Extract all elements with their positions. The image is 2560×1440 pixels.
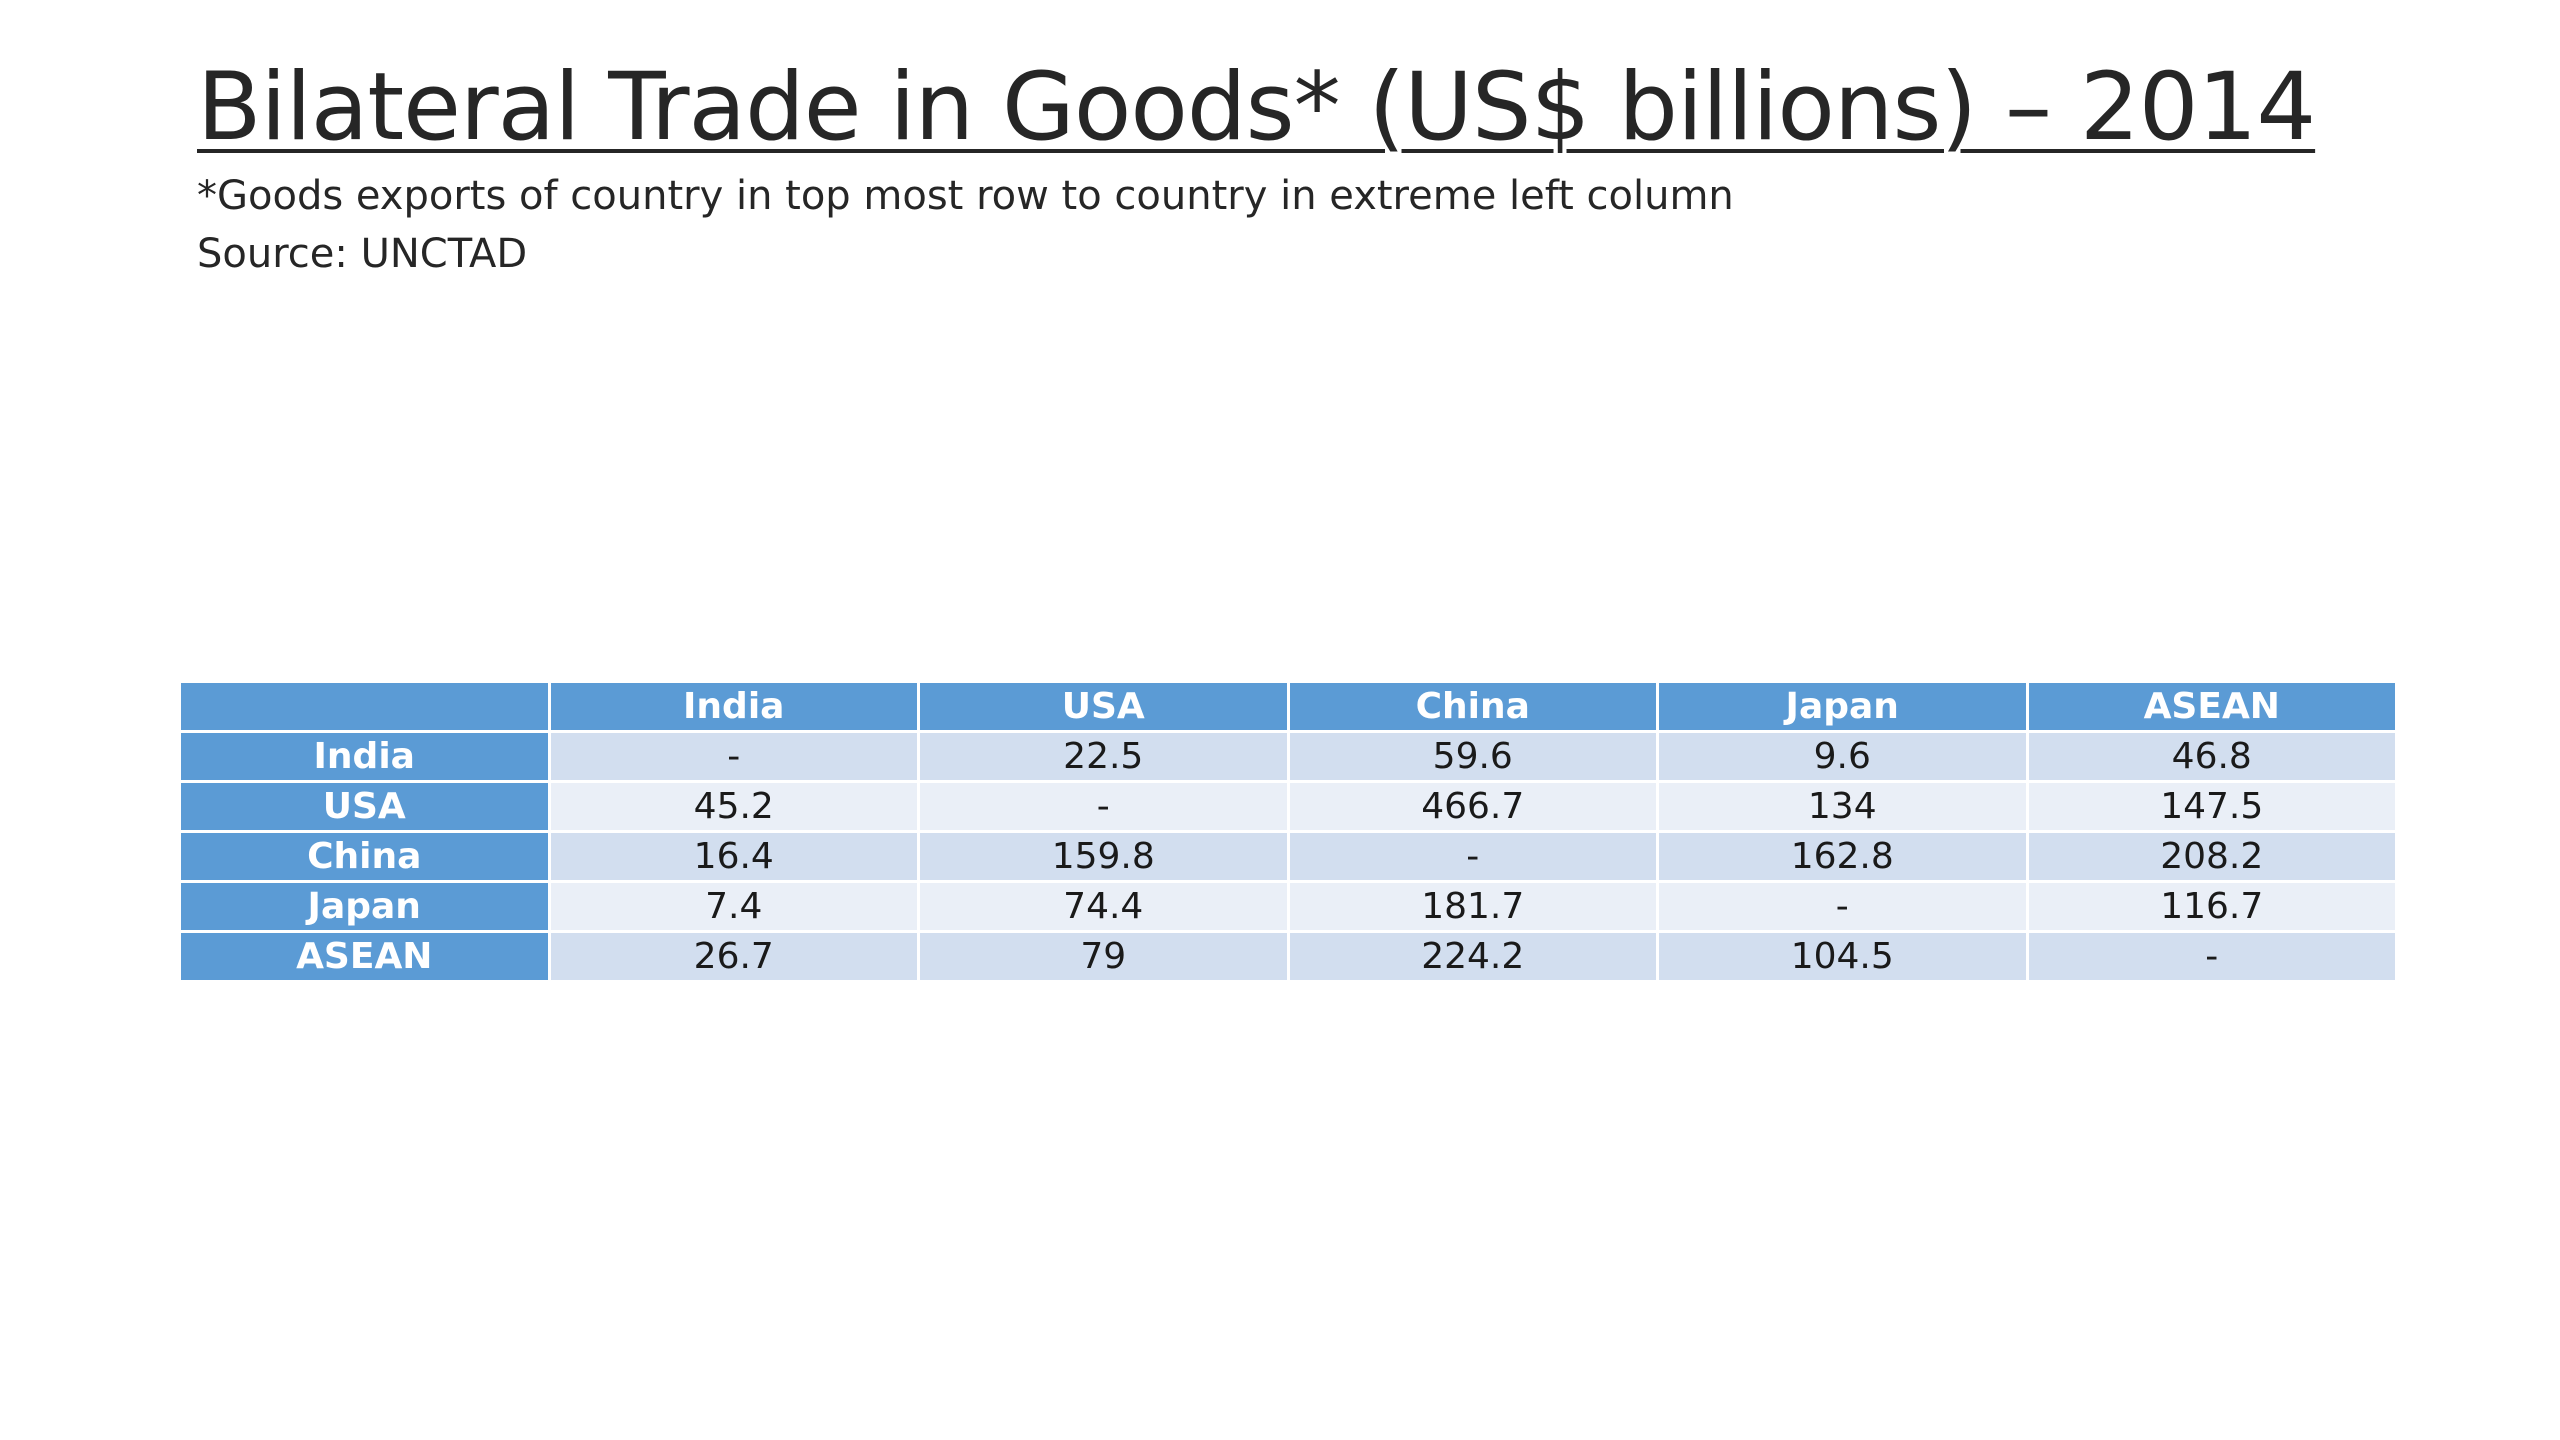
table-cell: - bbox=[1289, 833, 1656, 880]
table-cell: 7.4 bbox=[550, 883, 917, 930]
footnote-text: *Goods exports of country in top most ro… bbox=[197, 173, 1734, 219]
table-cell: 147.5 bbox=[2028, 783, 2395, 830]
row-header-japan: Japan bbox=[181, 883, 548, 930]
table-row: ASEAN 26.7 79 224.2 104.5 - bbox=[181, 933, 2395, 980]
row-header-india: India bbox=[181, 733, 548, 780]
table-cell: 162.8 bbox=[1659, 833, 2026, 880]
table-cell: 134 bbox=[1659, 783, 2026, 830]
table-cell: - bbox=[1659, 883, 2026, 930]
table-cell: 45.2 bbox=[550, 783, 917, 830]
column-header-usa: USA bbox=[920, 683, 1287, 730]
table-cell: 22.5 bbox=[920, 733, 1287, 780]
table-cell: 74.4 bbox=[920, 883, 1287, 930]
table-header: India USA China Japan ASEAN bbox=[181, 683, 2395, 730]
table-cell: 208.2 bbox=[2028, 833, 2395, 880]
table-cell: - bbox=[550, 733, 917, 780]
table-cell: - bbox=[920, 783, 1287, 830]
table-row: USA 45.2 - 466.7 134 147.5 bbox=[181, 783, 2395, 830]
table-cell: 79 bbox=[920, 933, 1287, 980]
table-row: India - 22.5 59.6 9.6 46.8 bbox=[181, 733, 2395, 780]
trade-table: India USA China Japan ASEAN India - 22.5… bbox=[178, 680, 2398, 983]
table-cell: 181.7 bbox=[1289, 883, 1656, 930]
table-cell: 104.5 bbox=[1659, 933, 2026, 980]
table-body: India - 22.5 59.6 9.6 46.8 USA 45.2 - 46… bbox=[181, 733, 2395, 980]
table-cell: 224.2 bbox=[1289, 933, 1656, 980]
column-header-asean: ASEAN bbox=[2028, 683, 2395, 730]
table-cell: 26.7 bbox=[550, 933, 917, 980]
corner-cell bbox=[181, 683, 548, 730]
header-row: India USA China Japan ASEAN bbox=[181, 683, 2395, 730]
row-header-asean: ASEAN bbox=[181, 933, 548, 980]
row-header-china: China bbox=[181, 833, 548, 880]
table-cell: 46.8 bbox=[2028, 733, 2395, 780]
slide-title: Bilateral Trade in Goods* (US$ billions)… bbox=[197, 53, 2316, 162]
table-cell: 9.6 bbox=[1659, 733, 2026, 780]
table-cell: 159.8 bbox=[920, 833, 1287, 880]
table-cell: 16.4 bbox=[550, 833, 917, 880]
table-row: China 16.4 159.8 - 162.8 208.2 bbox=[181, 833, 2395, 880]
row-header-usa: USA bbox=[181, 783, 548, 830]
table-cell: 59.6 bbox=[1289, 733, 1656, 780]
table-cell: - bbox=[2028, 933, 2395, 980]
source-text: Source: UNCTAD bbox=[197, 231, 528, 277]
column-header-japan: Japan bbox=[1659, 683, 2026, 730]
table-cell: 116.7 bbox=[2028, 883, 2395, 930]
column-header-india: India bbox=[550, 683, 917, 730]
table-cell: 466.7 bbox=[1289, 783, 1656, 830]
table-row: Japan 7.4 74.4 181.7 - 116.7 bbox=[181, 883, 2395, 930]
column-header-china: China bbox=[1289, 683, 1656, 730]
